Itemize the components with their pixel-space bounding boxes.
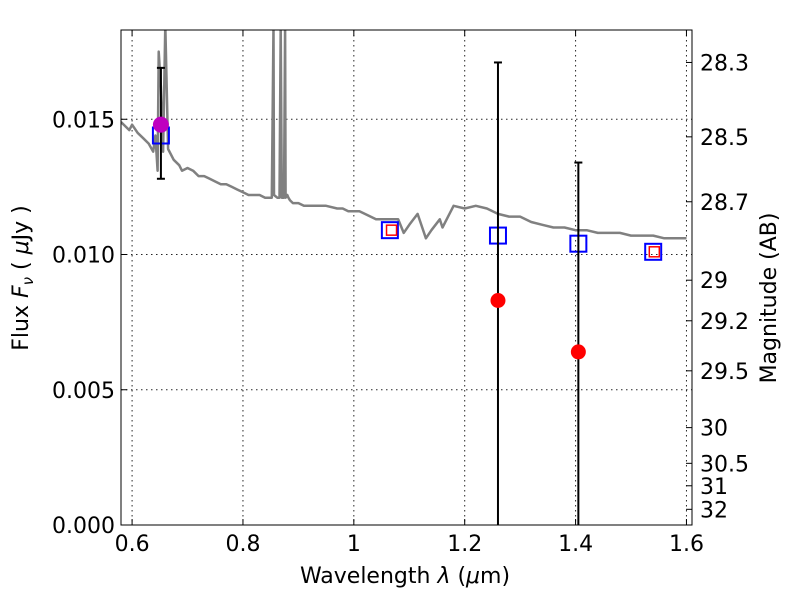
y-axis-title: Flux Fν ( μJy ) bbox=[9, 205, 37, 350]
model-band-marker bbox=[380, 221, 399, 240]
y2-axis-title: Magnitude (AB) bbox=[757, 213, 782, 384]
highlight-point-marker bbox=[152, 116, 169, 133]
x-tick-label: 1 bbox=[347, 532, 361, 557]
grid-lines bbox=[121, 30, 692, 526]
y2-tick-label: 28.3 bbox=[700, 51, 749, 76]
observed-flux-marker bbox=[570, 344, 586, 360]
axis-ticks: 0.6 0.8 1 1.2 1.4 1.6 0.000 0.005 0.010 0.015 28.3… bbox=[52, 30, 749, 557]
y-tick-label: 0.000 bbox=[52, 514, 115, 539]
x-axis-title: Wavelength λ (μm) bbox=[300, 564, 510, 589]
y2-tick-label: 29.2 bbox=[700, 310, 749, 335]
y2-tick-label: 32 bbox=[700, 498, 728, 523]
observed-detection-marker bbox=[385, 224, 398, 236]
y-tick-label: 0.010 bbox=[52, 244, 115, 269]
axes-frame bbox=[120, 29, 693, 526]
y2-tick-label: 29 bbox=[700, 269, 728, 294]
x-tick-label: 0.8 bbox=[225, 532, 260, 557]
x-tick-label: 1.2 bbox=[447, 532, 482, 557]
y-tick-label: 0.015 bbox=[52, 108, 115, 133]
y2-tick-label: 28.7 bbox=[700, 191, 749, 216]
x-tick-label: 1.6 bbox=[669, 532, 704, 557]
y2-tick-label: 29.5 bbox=[700, 360, 749, 385]
x-tick-label: 1.4 bbox=[558, 532, 593, 557]
observed-detection-marker bbox=[648, 246, 661, 258]
plot-area bbox=[121, 30, 687, 525]
observed-flux-marker bbox=[490, 292, 506, 308]
y2-tick-label: 31 bbox=[700, 475, 728, 500]
y-tick-label: 0.005 bbox=[52, 379, 115, 404]
model-spectrum-line bbox=[121, 30, 687, 240]
model-band-marker bbox=[644, 242, 663, 261]
y2-tick-label: 28.5 bbox=[700, 126, 749, 151]
y2-tick-label: 30 bbox=[700, 417, 728, 442]
y2-tick-label: 30.5 bbox=[700, 452, 749, 477]
x-tick-label: 0.6 bbox=[115, 532, 150, 557]
